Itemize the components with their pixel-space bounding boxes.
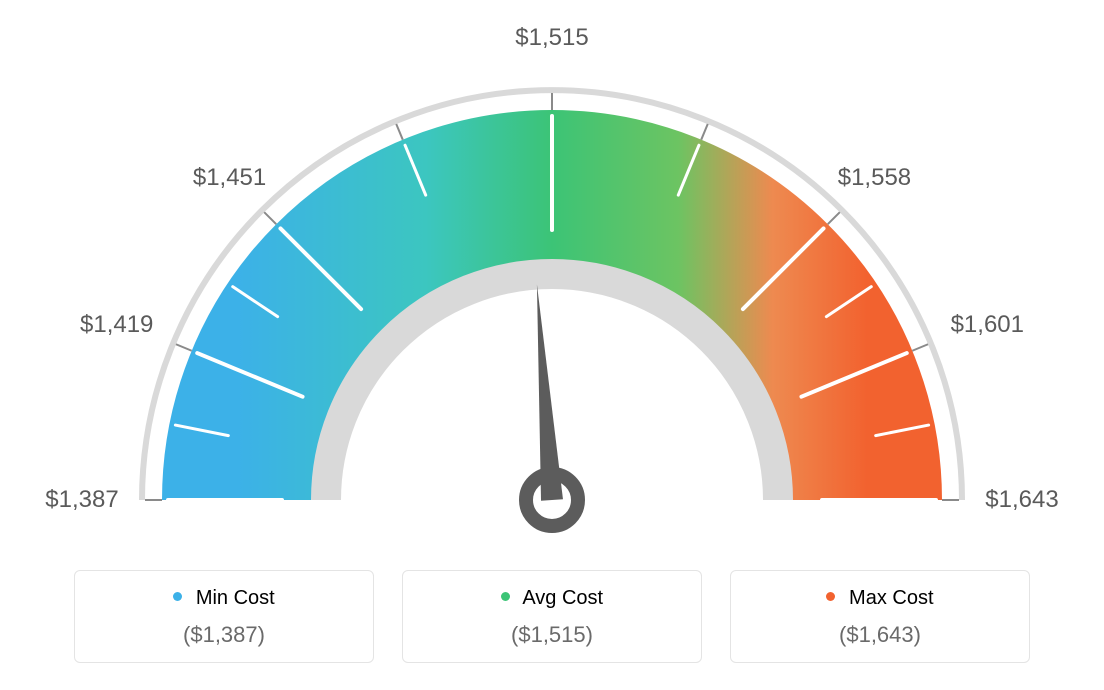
legend-value-max: ($1,643) <box>743 622 1017 648</box>
gauge-tick-label: $1,515 <box>515 24 588 52</box>
legend-card-max: Max Cost ($1,643) <box>730 570 1030 663</box>
legend-value-avg: ($1,515) <box>415 622 689 648</box>
legend-label-avg: Avg Cost <box>522 587 603 609</box>
legend-row: Min Cost ($1,387) Avg Cost ($1,515) Max … <box>0 570 1104 663</box>
legend-title-min: Min Cost <box>87 587 361 610</box>
legend-card-avg: Avg Cost ($1,515) <box>402 570 702 663</box>
legend-card-min: Min Cost ($1,387) <box>74 570 374 663</box>
legend-dot-max <box>826 592 835 601</box>
gauge-tick-label: $1,451 <box>193 164 266 192</box>
gauge-area: $1,387 $1,419 $1,451 $1,515 $1,558 $1,601 $1,6… <box>0 0 1104 560</box>
legend-dot-avg <box>501 592 510 601</box>
cost-gauge-container: $1,387 $1,419 $1,451 $1,515 $1,558 $1,601 $1,6… <box>0 0 1104 690</box>
legend-dot-min <box>173 592 182 601</box>
legend-title-max: Max Cost <box>743 587 1017 610</box>
gauge-tick-label: $1,558 <box>838 164 911 192</box>
gauge-tick-label: $1,387 <box>45 486 118 514</box>
gauge-tick-label: $1,419 <box>80 311 153 339</box>
legend-label-max: Max Cost <box>849 587 933 609</box>
gauge-chart <box>0 0 1104 560</box>
legend-title-avg: Avg Cost <box>415 587 689 610</box>
gauge-tick-label: $1,643 <box>985 486 1058 514</box>
legend-label-min: Min Cost <box>196 587 275 609</box>
legend-value-min: ($1,387) <box>87 622 361 648</box>
gauge-tick-label: $1,601 <box>951 311 1024 339</box>
